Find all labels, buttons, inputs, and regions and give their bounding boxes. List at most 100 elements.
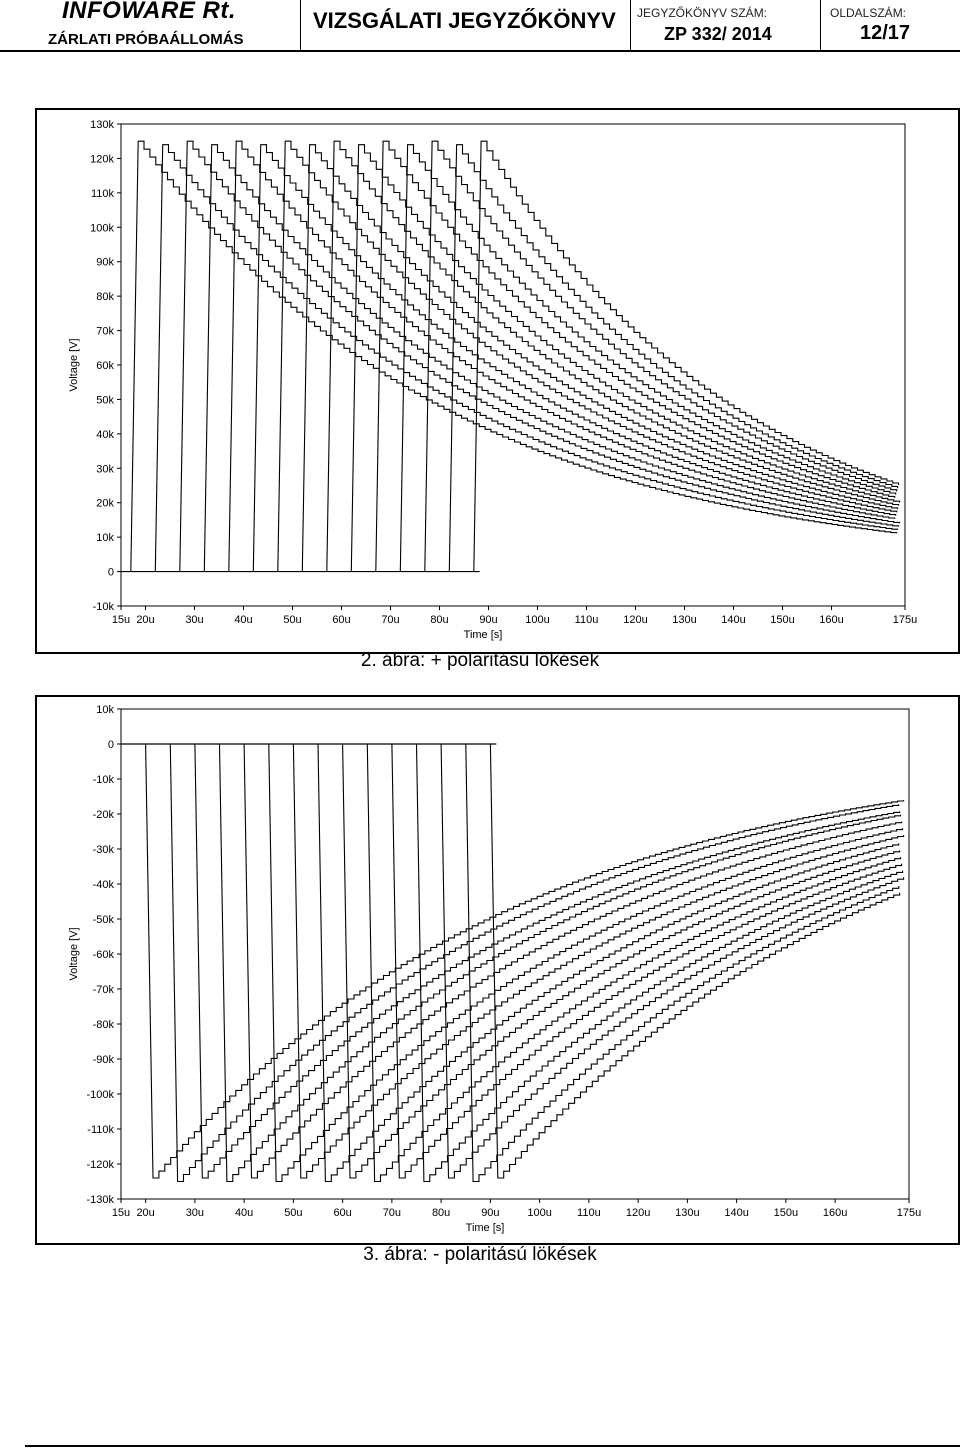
x-axis-title: Time [s] — [466, 1222, 505, 1234]
x-tick-label: 175u — [893, 614, 917, 626]
header-divider — [630, 0, 631, 50]
positive-impulse-chart: 130k 120k 110k 100k 90k 80k 70k 60k 50k 40k 30k 20k… — [68, 119, 917, 641]
x-tick-label: 120u — [626, 1207, 650, 1219]
impulse-curve-4 — [218, 743, 902, 1183]
y-tick-label: -110k — [87, 1124, 114, 1136]
x-axis-title: Time [s] — [464, 629, 503, 641]
x-tick-label: 140u — [721, 614, 745, 626]
impulse-curve-7 — [292, 743, 905, 1179]
y-tick-label: 10k — [96, 704, 114, 716]
impulse-curve-9 — [326, 140, 900, 572]
y-tick-label: 90k — [96, 257, 114, 269]
page-number-label: OLDALSZÁM: — [830, 6, 907, 20]
impulse-curve-1 — [130, 140, 898, 572]
company-subtitle: ZÁRLATI PRÓBAÁLLOMÁS — [48, 31, 244, 48]
impulse-curve-2 — [154, 144, 899, 572]
impulse-curve-10 — [366, 743, 902, 1183]
figure-3-chart: 10k 0 -10k -20k -30k -40k -50k -60k -70k -80k -90k… — [35, 695, 960, 1245]
impulse-curve-11 — [375, 140, 896, 572]
impulse-curve-14 — [448, 144, 899, 572]
impulse-curve-5 — [228, 140, 896, 572]
report-number: ZP 332/ 2014 — [664, 24, 772, 44]
header-divider — [820, 0, 821, 50]
x-tick-label: 20u — [136, 1207, 154, 1219]
y-tick-label: -60k — [93, 949, 115, 961]
x-tick-label: 150u — [770, 614, 794, 626]
y-tick-label: -50k — [93, 914, 115, 926]
x-tick-label: 40u — [235, 1207, 253, 1219]
y-tick-label: 60k — [96, 360, 114, 372]
page-header: INFOWARE Rt. ZÁRLATI PRÓBAÁLLOMÁS VIZSGÁ… — [0, 0, 960, 56]
y-tick-label: -20k — [93, 809, 115, 821]
y-tick-label: 0 — [108, 567, 114, 579]
y-tick-label: 120k — [90, 153, 114, 165]
impulse-curve-6 — [252, 144, 897, 572]
y-axis-title: Voltage [V] — [68, 338, 80, 391]
y-tick-label: 110k — [91, 188, 115, 200]
x-tick-label: 160u — [819, 614, 843, 626]
x-tick-label: 80u — [430, 614, 448, 626]
x-tick-label: 110u — [575, 614, 599, 626]
y-tick-label: 40k — [96, 429, 114, 441]
x-tick-label: 175u — [897, 1207, 921, 1219]
impulse-curve-1 — [145, 743, 905, 1179]
impulse-curve-12 — [415, 743, 904, 1183]
x-tick-label: 15u — [112, 614, 130, 626]
x-tick-label: 160u — [823, 1207, 847, 1219]
document-title: VIZSGÁLATI JEGYZŐKÖNYV — [313, 8, 616, 33]
y-tick-label: 20k — [96, 498, 114, 510]
y-tick-label: -120k — [86, 1159, 114, 1171]
x-tick-label: 130u — [672, 614, 696, 626]
impulse-curve-11 — [391, 743, 903, 1179]
y-tick-label: 50k — [96, 394, 114, 406]
impulse-curve-4 — [203, 144, 901, 572]
x-tick-label: 70u — [381, 614, 399, 626]
impulse-curve-8 — [301, 144, 899, 572]
header-divider — [300, 0, 301, 50]
x-tick-label: 15u — [112, 1207, 130, 1219]
impulse-curve-13 — [440, 743, 905, 1179]
impulse-curve-3 — [179, 140, 900, 572]
impulse-curve-12 — [399, 144, 897, 572]
impulse-curve-14 — [465, 743, 900, 1183]
y-tick-label: -30k — [93, 844, 115, 856]
x-tick-label: 120u — [623, 614, 647, 626]
report-number-label: JEGYZŐKÖNYV SZÁM: — [637, 6, 768, 20]
figure-2-chart: 130k 120k 110k 100k 90k 80k 70k 60k 50k 40k 30k 20k… — [35, 108, 960, 654]
y-tick-label: -70k — [93, 984, 115, 996]
y-tick-label: -130k — [86, 1194, 114, 1206]
x-tick-label: 60u — [333, 1207, 351, 1219]
x-tick-label: 30u — [186, 1207, 204, 1219]
x-tick-label: 100u — [527, 1207, 551, 1219]
plot-frame — [120, 708, 910, 1200]
x-tick-label: 30u — [185, 614, 203, 626]
y-tick-label: 30k — [96, 463, 114, 475]
x-tick-label: 50u — [283, 614, 301, 626]
impulse-curve-6 — [268, 743, 904, 1183]
x-tick-label: 150u — [774, 1207, 798, 1219]
y-tick-label: 70k — [96, 326, 114, 338]
y-tick-label: 80k — [96, 291, 114, 303]
y-tick-label: 0 — [108, 739, 114, 751]
impulse-curve-10 — [350, 144, 901, 572]
y-tick-label: -10k — [93, 774, 115, 786]
x-tick-label: 90u — [481, 1207, 499, 1219]
x-tick-label: 100u — [525, 614, 549, 626]
x-tick-label: 20u — [136, 614, 154, 626]
impulse-curve-2 — [169, 743, 900, 1183]
x-tick-label: 70u — [383, 1207, 401, 1219]
impulse-curve-5 — [243, 743, 903, 1179]
x-tick-label: 90u — [479, 614, 497, 626]
page-number: 12/17 — [860, 22, 911, 44]
impulse-curve-9 — [342, 743, 901, 1179]
footer-rule — [25, 1445, 960, 1447]
y-tick-label: 100k — [90, 222, 114, 234]
y-tick-label: -80k — [93, 1019, 115, 1031]
x-tick-label: 60u — [332, 614, 350, 626]
y-tick-label: 130k — [90, 119, 114, 131]
plot-frame — [120, 123, 906, 607]
y-tick-label: -40k — [93, 879, 115, 891]
y-tick-label: -100k — [86, 1089, 114, 1101]
impulse-curve-13 — [424, 140, 898, 572]
impulse-curve-3 — [194, 743, 901, 1179]
